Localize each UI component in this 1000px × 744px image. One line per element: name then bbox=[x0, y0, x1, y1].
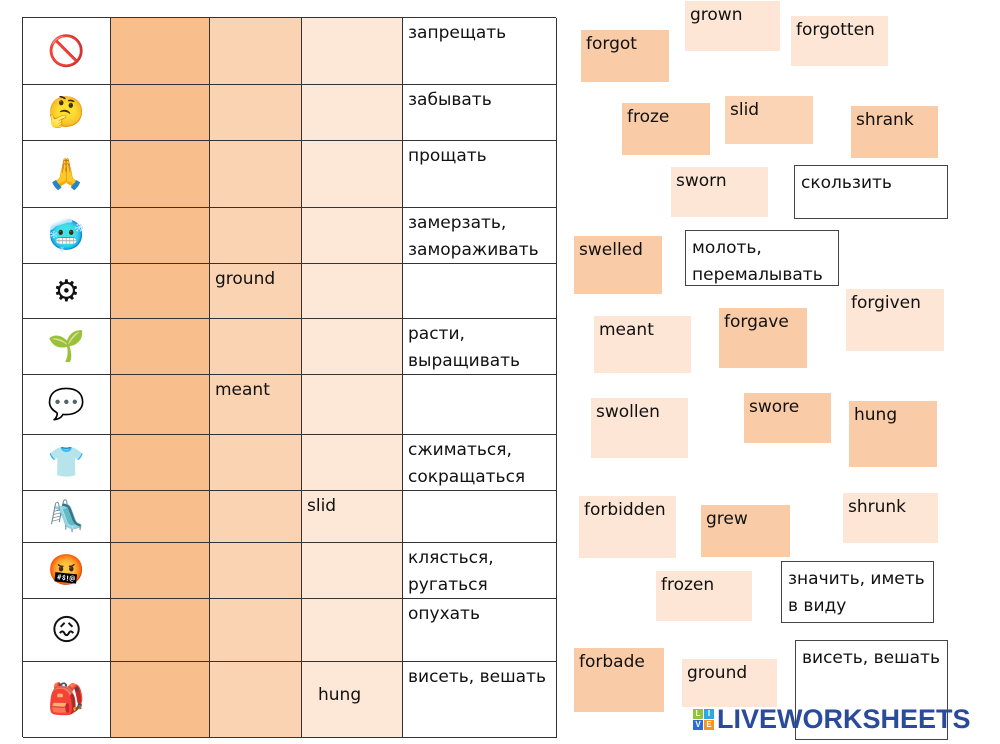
frozen-viking-icon: 🥶 bbox=[23, 208, 111, 264]
logo-badge-icon: L I V E bbox=[693, 709, 714, 730]
translation-box: значить, иметь в виду bbox=[781, 561, 934, 623]
logo-badge-letter: V bbox=[693, 720, 703, 730]
hanging-bag-icon: 🎒 bbox=[23, 662, 111, 738]
answer-drop-cell[interactable] bbox=[111, 375, 210, 435]
translation-cell bbox=[403, 375, 557, 435]
translation-box: висеть, вешать bbox=[795, 640, 948, 740]
answer-drop-cell[interactable] bbox=[210, 662, 302, 738]
answer-drop-cell[interactable] bbox=[302, 543, 403, 599]
no-rollerblades-icon: 🚫 bbox=[23, 18, 111, 85]
word-tile[interactable]: meant bbox=[594, 316, 691, 373]
answer-drop-cell[interactable] bbox=[111, 208, 210, 264]
answer-drop-cell[interactable] bbox=[302, 85, 403, 141]
word-tile[interactable]: grown bbox=[685, 1, 780, 51]
answer-drop-cell[interactable] bbox=[302, 599, 403, 662]
translation-cell bbox=[403, 264, 557, 319]
answer-drop-cell[interactable] bbox=[302, 435, 403, 491]
word-tile[interactable]: forgot bbox=[581, 30, 669, 82]
word-tile[interactable]: swore bbox=[744, 393, 831, 443]
logo-text: LIVEWORKSHEETS bbox=[717, 704, 971, 734]
translation-cell: сжиматься, сокращаться bbox=[403, 435, 557, 491]
answer-drop-cell[interactable] bbox=[210, 208, 302, 264]
grinder-icon: ⚙ bbox=[23, 264, 111, 319]
word-tile[interactable]: shrunk bbox=[843, 493, 938, 543]
word-tile[interactable]: forbade bbox=[574, 648, 664, 712]
answer-drop-cell[interactable] bbox=[210, 599, 302, 662]
word-tile[interactable]: sworn bbox=[671, 167, 768, 217]
word-tile[interactable]: slid bbox=[725, 96, 813, 144]
answer-drop-cell[interactable] bbox=[111, 435, 210, 491]
word-tile[interactable]: swelled bbox=[574, 236, 662, 294]
answer-drop-cell[interactable] bbox=[210, 491, 302, 543]
word-tile[interactable]: forgiven bbox=[846, 289, 944, 351]
swollen-face-icon: 😖 bbox=[23, 599, 111, 662]
translation-box: молоть, перемалывать bbox=[685, 230, 839, 286]
answer-drop-cell[interactable] bbox=[210, 141, 302, 208]
answer-drop-cell[interactable] bbox=[111, 85, 210, 141]
answer-drop-cell[interactable] bbox=[111, 662, 210, 738]
translation-cell: опухать bbox=[403, 599, 557, 662]
word-tile[interactable]: froze bbox=[622, 103, 710, 155]
answer-drop-cell[interactable] bbox=[210, 543, 302, 599]
apologizing-people-icon: 🙏 bbox=[23, 141, 111, 208]
answer-drop-cell[interactable] bbox=[111, 543, 210, 599]
answer-drop-cell[interactable] bbox=[302, 18, 403, 85]
answer-drop-cell[interactable] bbox=[111, 319, 210, 375]
swearing-mouth-icon: 🤬 bbox=[23, 543, 111, 599]
translation-cell: запрещать bbox=[403, 18, 557, 85]
answer-drop-cell[interactable] bbox=[111, 264, 210, 319]
verb-table: 🚫 запрещать 🤔 забывать 🙏 прощать 🥶 замерзать, з… bbox=[22, 17, 557, 738]
answer-drop-cell[interactable] bbox=[302, 208, 403, 264]
answer-drop-cell[interactable] bbox=[210, 85, 302, 141]
answer-drop-cell[interactable]: hung bbox=[302, 662, 403, 738]
word-tile[interactable]: forbidden bbox=[579, 496, 676, 558]
word-tile[interactable]: grew bbox=[701, 505, 790, 557]
translation-cell: висеть, вешать bbox=[403, 662, 557, 738]
answer-drop-cell[interactable]: ground bbox=[210, 264, 302, 319]
answer-drop-cell[interactable] bbox=[210, 435, 302, 491]
word-tile[interactable]: swollen bbox=[591, 398, 688, 458]
word-tile[interactable]: forgave bbox=[719, 308, 807, 368]
word-tile[interactable]: shrank bbox=[851, 106, 938, 158]
word-tile[interactable]: forgotten bbox=[791, 16, 888, 66]
word-tile[interactable]: ground bbox=[682, 659, 777, 707]
talking-people-icon: 💬 bbox=[23, 375, 111, 435]
translation-cell: забывать bbox=[403, 85, 557, 141]
shrunk-clothes-icon: 👕 bbox=[23, 435, 111, 491]
translation-cell: замерзать, замораживать bbox=[403, 208, 557, 264]
answer-drop-cell[interactable] bbox=[210, 319, 302, 375]
answer-drop-cell[interactable] bbox=[111, 141, 210, 208]
answer-drop-cell[interactable] bbox=[302, 375, 403, 435]
answer-drop-cell[interactable] bbox=[302, 319, 403, 375]
answer-drop-cell[interactable] bbox=[111, 599, 210, 662]
word-tile[interactable]: hung bbox=[849, 401, 937, 467]
answer-drop-cell[interactable] bbox=[210, 18, 302, 85]
translation-cell: прощать bbox=[403, 141, 557, 208]
answer-drop-cell[interactable] bbox=[302, 264, 403, 319]
confused-man-icon: 🤔 bbox=[23, 85, 111, 141]
word-tile[interactable]: frozen bbox=[656, 571, 752, 621]
answer-drop-cell[interactable] bbox=[111, 491, 210, 543]
slide-icon: 🛝 bbox=[23, 491, 111, 543]
translation-cell: клясться, ругаться bbox=[403, 543, 557, 599]
liveworksheets-logo: L I V E LIVEWORKSHEETS bbox=[693, 704, 971, 735]
answer-drop-cell[interactable]: slid bbox=[302, 491, 403, 543]
translation-box: скользить bbox=[794, 165, 948, 219]
sprout-in-hand-icon: 🌱 bbox=[23, 319, 111, 375]
answer-drop-cell[interactable] bbox=[111, 18, 210, 85]
logo-badge-letter: I bbox=[704, 709, 714, 719]
answer-drop-cell[interactable] bbox=[302, 141, 403, 208]
logo-badge-letter: E bbox=[704, 720, 714, 730]
logo-badge-letter: L bbox=[693, 709, 703, 719]
translation-cell bbox=[403, 491, 557, 543]
translation-cell: расти, выращивать bbox=[403, 319, 557, 375]
answer-drop-cell[interactable]: meant bbox=[210, 375, 302, 435]
